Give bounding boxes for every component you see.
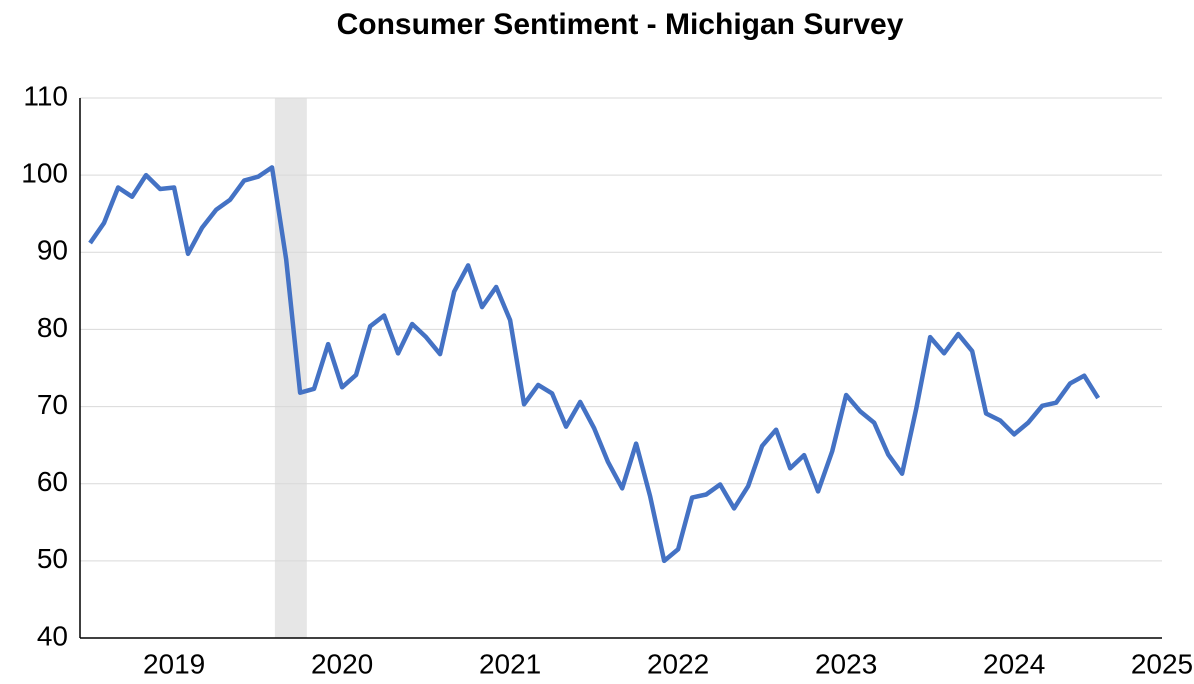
y-tick-label: 60 — [37, 466, 68, 497]
x-tick-label: 2024 — [983, 648, 1045, 679]
x-tick-label: 2025 — [1131, 648, 1193, 679]
x-tick-label: 2019 — [143, 648, 205, 679]
x-tick-label: 2023 — [815, 648, 877, 679]
x-tick-label: 2021 — [479, 648, 541, 679]
y-tick-label: 50 — [37, 543, 68, 574]
y-tick-label: 90 — [37, 235, 68, 266]
x-tick-label: 2022 — [647, 648, 709, 679]
y-tick-label: 80 — [37, 312, 68, 343]
data-line — [88, 165, 1101, 564]
x-tick-label: 2020 — [311, 648, 373, 679]
y-tick-label: 100 — [21, 158, 68, 189]
y-tick-label: 110 — [23, 80, 68, 111]
y-tick-label: 70 — [37, 389, 68, 420]
y-tick-label: 40 — [37, 620, 68, 651]
chart-title: Consumer Sentiment - Michigan Survey — [337, 8, 904, 41]
recession-shade — [274, 98, 307, 638]
